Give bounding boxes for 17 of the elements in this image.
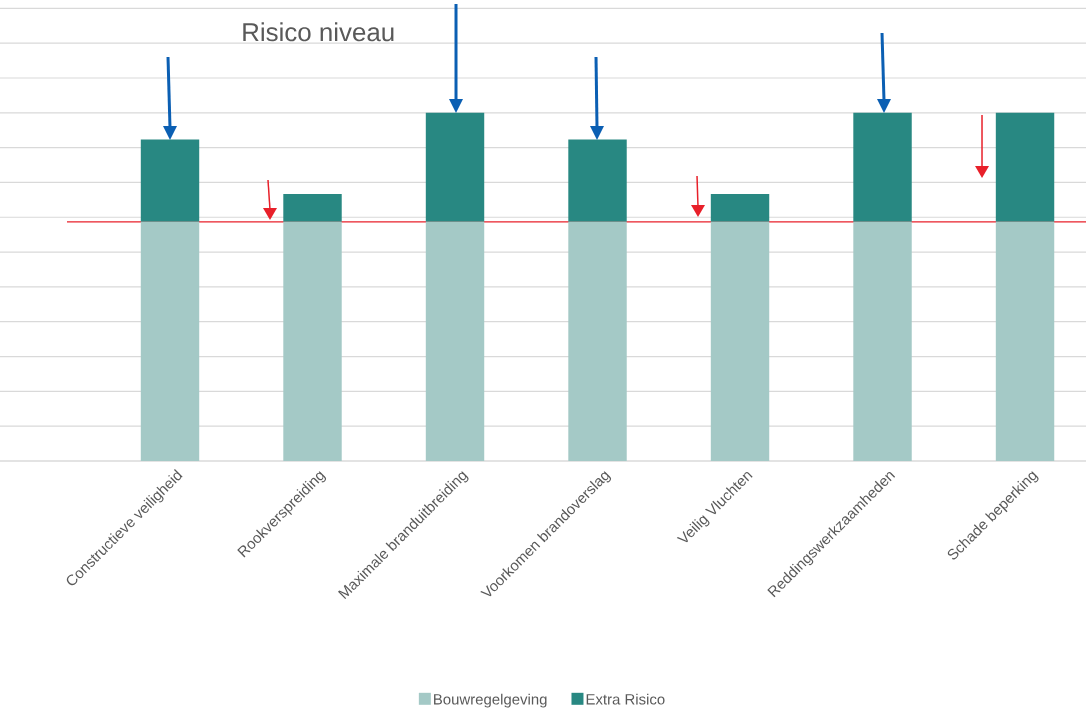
bar (710, 221, 770, 461)
bar (853, 221, 912, 461)
bar (568, 221, 627, 461)
bar (140, 139, 200, 222)
bar (568, 139, 627, 222)
bar (853, 112, 912, 222)
bar (425, 221, 485, 461)
bar (995, 112, 1055, 222)
bar (425, 112, 485, 222)
legend-label: Extra Risico (586, 693, 665, 705)
legend-label: Bouwregelgeving (434, 693, 547, 708)
bar (710, 193, 770, 222)
bar (283, 221, 342, 461)
chart-title: Risico niveau (243, 22, 394, 42)
bar (140, 221, 200, 461)
bar (995, 221, 1055, 461)
bar (283, 193, 342, 222)
